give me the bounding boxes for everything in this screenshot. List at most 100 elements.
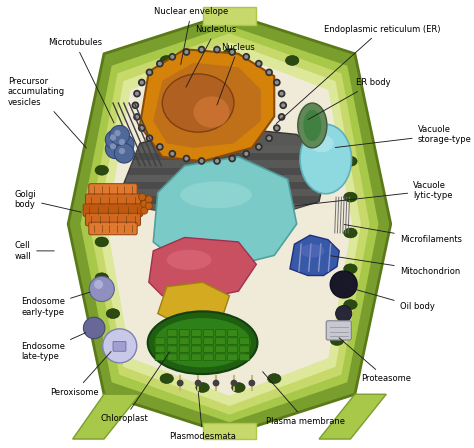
Ellipse shape xyxy=(155,318,251,367)
FancyBboxPatch shape xyxy=(89,222,137,235)
FancyBboxPatch shape xyxy=(179,330,189,336)
Circle shape xyxy=(134,104,137,107)
Circle shape xyxy=(146,135,153,141)
Ellipse shape xyxy=(285,56,299,65)
FancyBboxPatch shape xyxy=(216,354,226,361)
Text: Plasmodesmata: Plasmodesmata xyxy=(169,392,236,441)
Polygon shape xyxy=(127,175,319,182)
FancyBboxPatch shape xyxy=(228,354,237,361)
FancyBboxPatch shape xyxy=(216,346,226,353)
Circle shape xyxy=(132,102,138,108)
FancyBboxPatch shape xyxy=(155,338,165,345)
Circle shape xyxy=(138,125,145,131)
FancyBboxPatch shape xyxy=(240,354,250,361)
Circle shape xyxy=(266,69,272,76)
Circle shape xyxy=(138,194,146,201)
Circle shape xyxy=(185,51,188,53)
FancyBboxPatch shape xyxy=(85,194,140,207)
Text: Precursor
accumulating
vesicles: Precursor accumulating vesicles xyxy=(8,77,86,148)
Text: Oil body: Oil body xyxy=(348,288,435,311)
FancyBboxPatch shape xyxy=(113,341,126,351)
Ellipse shape xyxy=(167,250,211,270)
Ellipse shape xyxy=(180,181,252,208)
Polygon shape xyxy=(127,146,319,153)
Circle shape xyxy=(183,49,190,55)
Circle shape xyxy=(114,130,120,136)
FancyBboxPatch shape xyxy=(167,346,177,353)
Circle shape xyxy=(136,92,138,95)
Text: Vacuole
storage-type: Vacuole storage-type xyxy=(335,125,472,147)
Polygon shape xyxy=(319,394,386,439)
FancyBboxPatch shape xyxy=(240,346,250,353)
FancyBboxPatch shape xyxy=(228,346,237,353)
Ellipse shape xyxy=(300,244,325,258)
Circle shape xyxy=(148,137,151,139)
Circle shape xyxy=(249,380,255,386)
Circle shape xyxy=(103,329,137,363)
Circle shape xyxy=(138,79,145,86)
Text: Nuclear envelope: Nuclear envelope xyxy=(154,7,228,65)
Circle shape xyxy=(177,380,183,386)
FancyBboxPatch shape xyxy=(167,330,177,336)
Circle shape xyxy=(114,134,134,154)
Circle shape xyxy=(169,54,175,60)
FancyBboxPatch shape xyxy=(191,330,201,336)
Circle shape xyxy=(171,152,173,155)
Polygon shape xyxy=(68,13,391,435)
Circle shape xyxy=(280,92,283,95)
Circle shape xyxy=(83,317,105,339)
Circle shape xyxy=(257,146,260,148)
Circle shape xyxy=(278,90,285,97)
Circle shape xyxy=(273,79,280,86)
Polygon shape xyxy=(290,235,339,276)
Text: Endosome
early-type: Endosome early-type xyxy=(21,292,90,317)
Ellipse shape xyxy=(115,338,128,348)
Polygon shape xyxy=(127,153,319,160)
Ellipse shape xyxy=(298,103,327,148)
Polygon shape xyxy=(127,160,319,168)
Ellipse shape xyxy=(196,383,210,392)
Circle shape xyxy=(134,90,140,97)
Text: Vacuole
lytic-type: Vacuole lytic-type xyxy=(295,181,453,206)
Text: Nucleolus: Nucleolus xyxy=(186,25,237,87)
Circle shape xyxy=(199,158,205,164)
Circle shape xyxy=(268,71,271,74)
Circle shape xyxy=(141,207,148,214)
Text: Proteasome: Proteasome xyxy=(339,338,411,383)
FancyBboxPatch shape xyxy=(191,354,201,361)
Polygon shape xyxy=(158,282,229,327)
Ellipse shape xyxy=(344,192,357,202)
Ellipse shape xyxy=(344,156,357,166)
Circle shape xyxy=(157,60,163,67)
FancyBboxPatch shape xyxy=(203,330,213,336)
Text: Microtubules: Microtubules xyxy=(48,38,114,123)
Circle shape xyxy=(148,71,151,74)
Polygon shape xyxy=(106,52,353,396)
FancyBboxPatch shape xyxy=(85,213,140,226)
Circle shape xyxy=(231,51,234,53)
Polygon shape xyxy=(127,182,319,189)
FancyBboxPatch shape xyxy=(179,346,189,353)
Ellipse shape xyxy=(223,49,236,59)
Ellipse shape xyxy=(344,264,357,274)
Ellipse shape xyxy=(106,309,120,319)
Circle shape xyxy=(229,49,235,55)
Circle shape xyxy=(216,48,219,51)
Ellipse shape xyxy=(344,300,357,310)
Circle shape xyxy=(110,134,116,141)
Polygon shape xyxy=(88,32,371,416)
Polygon shape xyxy=(73,394,140,439)
FancyBboxPatch shape xyxy=(179,354,189,361)
FancyBboxPatch shape xyxy=(167,354,177,361)
Ellipse shape xyxy=(160,56,173,65)
Ellipse shape xyxy=(300,124,352,194)
Polygon shape xyxy=(127,204,319,213)
Circle shape xyxy=(114,143,134,163)
Circle shape xyxy=(275,81,278,84)
Text: Golgi
body: Golgi body xyxy=(14,190,81,212)
Circle shape xyxy=(216,159,219,162)
Ellipse shape xyxy=(160,374,173,383)
Ellipse shape xyxy=(95,201,109,211)
Circle shape xyxy=(145,196,153,203)
Circle shape xyxy=(245,152,247,155)
